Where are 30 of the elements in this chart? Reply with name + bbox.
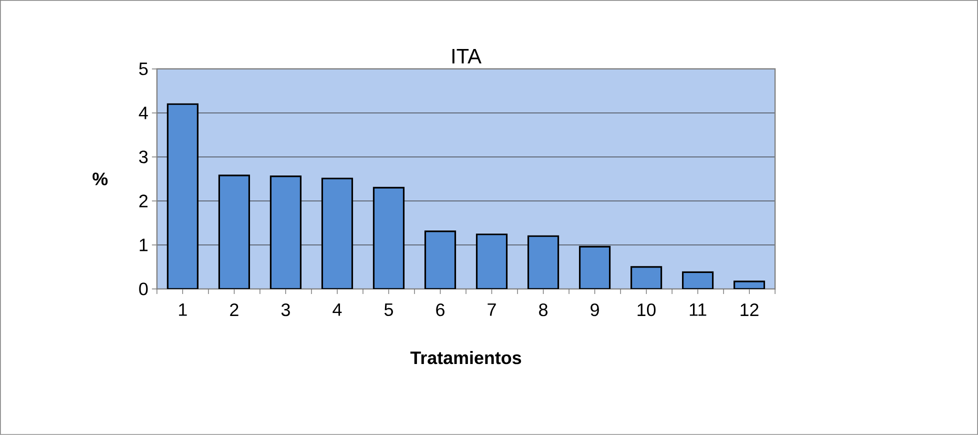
x-tick-label: 10 [638, 304, 656, 316]
bar [374, 188, 404, 290]
y-tick-label: 5 [139, 62, 148, 76]
bar [425, 231, 456, 290]
x-tick-label: 6 [436, 304, 444, 316]
x-tick-label: 7 [488, 304, 496, 316]
x-tick-label: 9 [590, 304, 599, 316]
y-tick-label: 0 [139, 282, 148, 296]
y-tick-label: 2 [139, 194, 148, 208]
x-tick-label: 11 [690, 304, 706, 316]
chart-title: ITA [452, 49, 482, 64]
x-tick-label: 1 [179, 304, 187, 316]
x-tick-label: 2 [230, 304, 238, 316]
bar [219, 175, 250, 290]
x-tick-label: 12 [740, 304, 758, 316]
y-axis-title: % [92, 172, 108, 186]
x-tick-label: 8 [539, 304, 548, 316]
bar [168, 104, 198, 290]
y-tick-label: 4 [138, 106, 148, 120]
y-tick-label: 3 [139, 150, 148, 164]
x-tick-label: 3 [281, 304, 290, 316]
bar [528, 236, 558, 290]
bar [270, 176, 301, 290]
x-tick-label: 5 [384, 304, 393, 316]
bar [476, 234, 507, 290]
bar [580, 246, 610, 290]
bar [322, 178, 352, 290]
x-tick-label: 4 [332, 304, 342, 316]
y-tick-label: 1 [140, 238, 148, 252]
x-axis-title: Tratamientos [410, 351, 522, 364]
